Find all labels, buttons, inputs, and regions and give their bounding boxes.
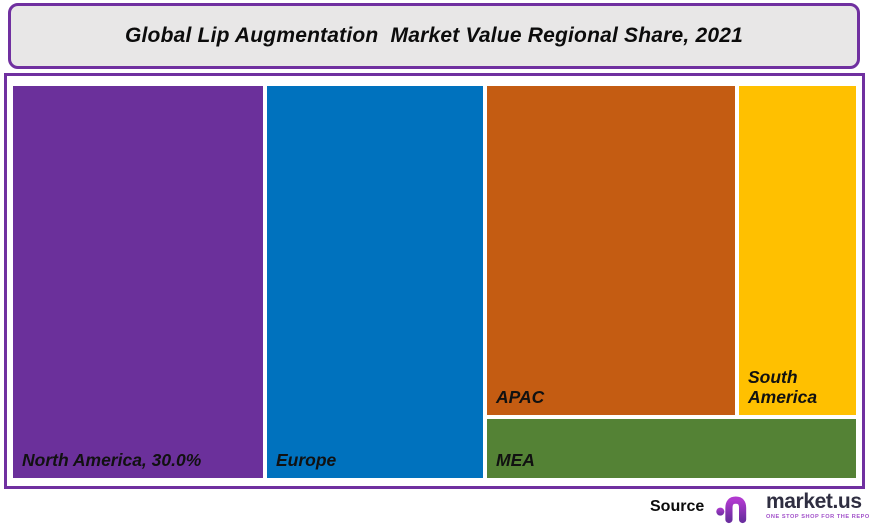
- source-row: Source market.us ONE STOP SHOP FOR THE R…: [0, 490, 870, 525]
- treemap-cell-north-america: North America, 30.0%: [13, 86, 263, 478]
- source-label: Source: [650, 498, 705, 515]
- treemap-cell-label: South America: [748, 366, 818, 407]
- treemap-cell-south-america: South America: [739, 86, 856, 415]
- treemap-cell-label: Europe: [276, 449, 337, 470]
- chart-title: Global Lip Augmentation Market Value Reg…: [124, 24, 744, 47]
- brand-name: market.us: [766, 490, 862, 513]
- treemap-cell-label: MEA: [496, 449, 535, 470]
- treemap-container: North America, 30.0% Europe APAC South A…: [4, 73, 865, 489]
- marketus-logo-icon: [716, 493, 762, 524]
- marketus-brand: market.us ONE STOP SHOP FOR THE REPORTS: [766, 490, 870, 520]
- treemap-cell-mea: MEA: [487, 419, 856, 478]
- treemap-cell-label: North America, 30.0%: [22, 449, 202, 470]
- treemap-cell-apac: APAC: [487, 86, 735, 415]
- treemap-cell-label: APAC: [496, 386, 545, 407]
- brand-tagline: ONE STOP SHOP FOR THE REPORTS: [766, 514, 870, 520]
- treemap-cell-europe: Europe: [267, 86, 483, 478]
- chart-title-box: Global Lip Augmentation Market Value Reg…: [8, 3, 860, 69]
